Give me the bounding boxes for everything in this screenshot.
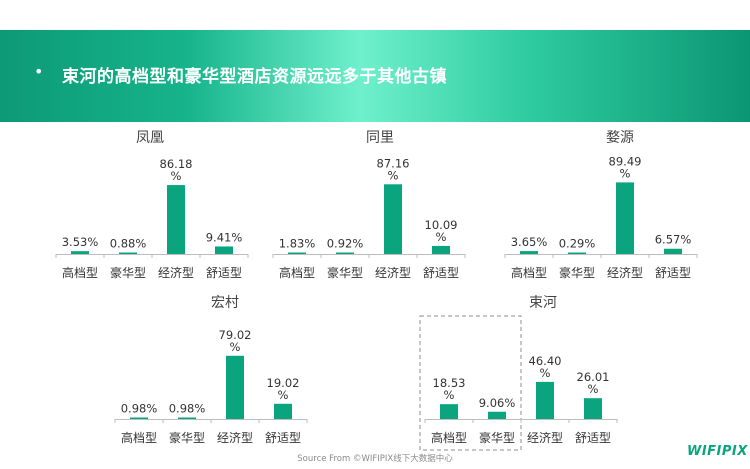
bar (336, 252, 354, 254)
data-label: % (540, 366, 551, 380)
bar (274, 403, 292, 419)
category-label: 舒适型 (206, 266, 242, 280)
data-label: 18.53 (433, 376, 466, 390)
data-label: 1.83% (279, 237, 316, 251)
bar (664, 248, 682, 254)
bar (119, 252, 137, 254)
bar (584, 398, 602, 419)
category-label: 豪华型 (169, 430, 205, 445)
category-label: 高档型 (279, 265, 315, 280)
category-label: 高档型 (431, 430, 467, 445)
bar (568, 252, 586, 254)
bullet-icon: • (34, 62, 44, 81)
bar (520, 251, 538, 254)
chart-title: 同里 (366, 130, 394, 146)
category-label: 经济型 (607, 265, 643, 280)
data-label: 0.29% (559, 237, 596, 251)
bar (488, 411, 506, 419)
data-label: 87.16 (377, 156, 410, 170)
category-label: 豪华型 (110, 265, 146, 280)
data-label: % (436, 230, 447, 244)
bar (215, 246, 233, 254)
category-label: 舒适型 (575, 431, 611, 445)
category-label: 豪华型 (479, 430, 515, 445)
data-label: % (171, 169, 182, 183)
data-label: % (588, 382, 599, 396)
bar (288, 252, 306, 254)
data-label: 46.40 (529, 354, 562, 368)
data-label: 86.18 (160, 157, 193, 171)
bar (71, 251, 89, 254)
data-label: 9.41% (206, 230, 243, 244)
bar (616, 182, 634, 254)
highlight-box (419, 315, 522, 451)
data-label: 10.09 (425, 218, 458, 232)
page-title: 束河的高档型和豪华型酒店资源远远多于其他古镇 (62, 67, 447, 87)
bar (440, 404, 458, 419)
data-label: % (388, 168, 399, 182)
bar (536, 381, 554, 419)
category-label: 经济型 (375, 265, 411, 280)
data-label: % (278, 388, 289, 402)
data-label: 0.98% (121, 402, 158, 416)
bar (226, 355, 244, 419)
category-label: 经济型 (527, 430, 563, 445)
source-note: Source From ©WIFIPIX线下大数据中心 (297, 454, 453, 464)
data-label: 79.02 (219, 328, 252, 342)
bar (384, 184, 402, 254)
data-label: 3.65% (511, 235, 548, 249)
bar (432, 245, 450, 254)
bar (167, 185, 185, 254)
data-label: % (230, 340, 241, 354)
data-label: 89.49 (609, 154, 642, 168)
chart-title: 束河 (529, 295, 557, 311)
category-label: 经济型 (158, 265, 194, 280)
data-label: 19.02 (267, 376, 300, 390)
chart-title: 凤凰 (136, 130, 164, 146)
data-label: % (620, 166, 631, 180)
chart-title: 宏村 (211, 295, 239, 311)
category-label: 高档型 (121, 430, 157, 445)
category-label: 舒适型 (265, 431, 301, 445)
data-label: 0.92% (327, 237, 364, 251)
data-label: % (444, 388, 455, 402)
category-label: 高档型 (62, 265, 98, 280)
category-label: 经济型 (217, 430, 253, 445)
bar (178, 417, 196, 419)
header-banner: • 束河的高档型和豪华型酒店资源远远多于其他古镇 (0, 30, 750, 122)
data-label: 3.53% (62, 235, 99, 249)
chart-title: 婺源 (606, 130, 634, 146)
wifipix-logo: WIFIPIX (687, 444, 748, 459)
category-label: 高档型 (511, 265, 547, 280)
category-label: 舒适型 (655, 266, 691, 280)
category-label: 舒适型 (423, 266, 459, 280)
category-label: 豪华型 (559, 265, 595, 280)
data-label: 0.98% (169, 402, 206, 416)
category-label: 豪华型 (327, 265, 363, 280)
data-label: 0.88% (110, 237, 147, 251)
bar (130, 417, 148, 419)
data-label: 26.01 (577, 370, 610, 384)
data-label: 9.06% (479, 396, 516, 410)
data-label: 6.57% (655, 233, 692, 247)
